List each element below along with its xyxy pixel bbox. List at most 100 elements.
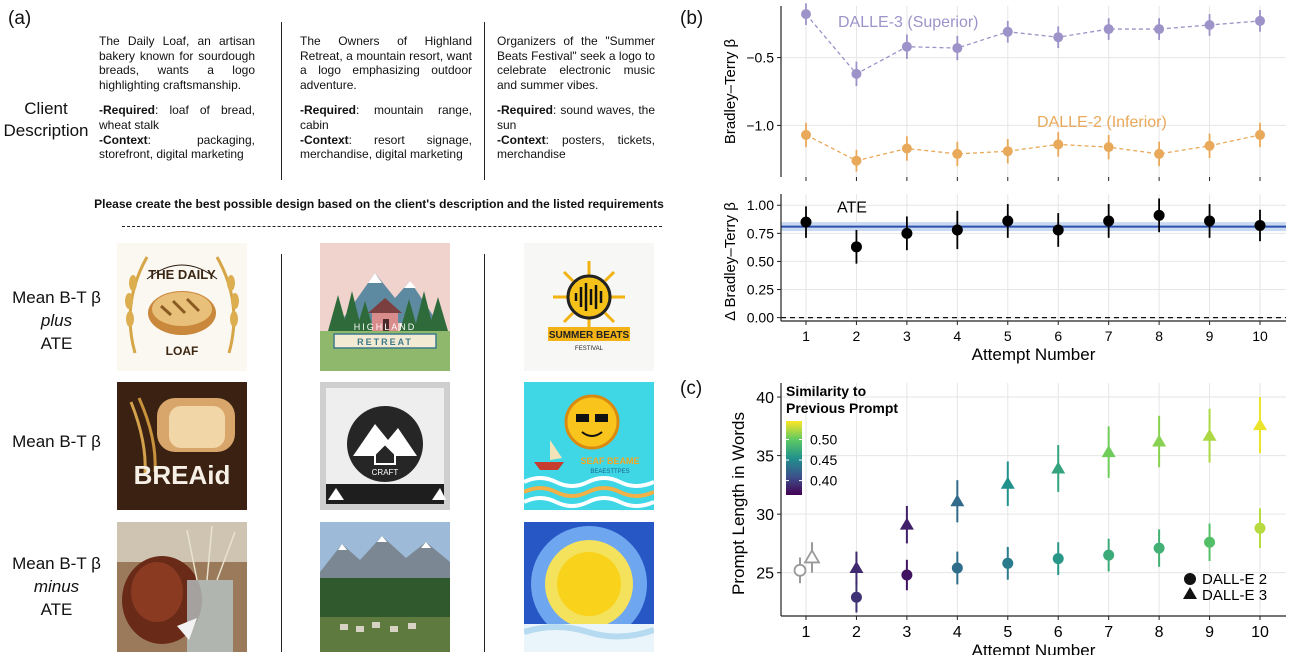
series-line-1: [805, 13, 1261, 75]
client-3-intro: Organizers of the "Summer Beats Festival…: [497, 34, 655, 92]
festival-text: FESTIVAL: [575, 346, 604, 352]
daily-loaf-bottom-text: LOAF: [166, 344, 199, 358]
data-point: [1053, 139, 1064, 150]
logo-highland-retreat: HIGHLAND RETREAT: [320, 243, 450, 371]
delta-bt-chart: 0.00 0.25 0.50 0.75 1.00 1 2 3 4 5 6 7 8 9 10 Attempt N…: [722, 194, 1286, 364]
y-tick-label: 0.75: [747, 225, 774, 241]
row-label-plus: Mean B-T β plus ATE: [12, 288, 101, 353]
panel-c-label: (c): [680, 378, 703, 399]
logo-sun-boat: SEAF BEAME BEAESTTPES: [524, 382, 654, 510]
x-tick-label: 4: [953, 328, 961, 344]
data-point: [952, 148, 963, 159]
y-tick-label: 40: [756, 390, 774, 407]
data-point: [850, 591, 862, 603]
legend-circle-marker: [1184, 573, 1196, 585]
data-point: [1052, 224, 1064, 236]
data-point: [1204, 215, 1216, 227]
logo-summer-beats: SUMMER BEATS FESTIVAL: [524, 243, 654, 371]
image-bright-sun: [524, 522, 654, 652]
data-point: [901, 143, 912, 154]
panel-b-label: (b): [680, 8, 704, 29]
x-tick-label: 7: [1104, 624, 1113, 641]
data-point: [1154, 24, 1165, 35]
data-point: [1202, 428, 1217, 441]
colorbar: [786, 421, 802, 495]
data-point: [1000, 476, 1015, 489]
row-label-mean: Mean B-T β: [12, 432, 101, 451]
data-point: [1254, 522, 1266, 534]
craft-text: CRAFT: [372, 468, 399, 477]
data-point: [1255, 129, 1265, 140]
x-tick-label: 1: [802, 328, 810, 344]
y-tick-label: 1.00: [747, 197, 774, 213]
client-description-label: Client Description: [3, 99, 89, 140]
series-label-dalle3: DALLE-3 (Superior): [838, 14, 979, 31]
daily-loaf-top-text: THE DAILY: [148, 267, 216, 282]
data-point: [1255, 15, 1265, 26]
data-point: [801, 9, 811, 20]
y-axis-label: Prompt Length in Words: [729, 412, 748, 595]
legend-label: DALL-E 2: [1202, 571, 1267, 588]
y-tick-label: −0.5: [746, 50, 774, 66]
data-point: [1052, 553, 1064, 565]
y-tick-label: 25: [756, 566, 774, 583]
y-axis-label: Bradley–Terry β: [722, 38, 739, 144]
data-point: [1051, 461, 1066, 474]
x-tick-label: 10: [1252, 328, 1268, 344]
x-axis-label: Attempt Number: [972, 641, 1096, 655]
data-point: [1103, 24, 1114, 35]
x-tick-label: 7: [1105, 328, 1113, 344]
data-point: [803, 548, 821, 564]
client-2-description: The Owners of Highland Retreat, a mounta…: [300, 34, 472, 162]
data-point: [851, 68, 862, 79]
x-tick-label: 10: [1251, 624, 1269, 641]
data-point: [850, 241, 862, 253]
data-point: [849, 560, 864, 573]
colorbar-tick-label: 0.50: [810, 432, 837, 448]
data-point: [1153, 542, 1165, 554]
colorbar-tick-label: 0.40: [810, 473, 837, 489]
image-mountain-village: [320, 522, 450, 652]
seaf-beame-text: SEAF BEAME: [580, 456, 639, 466]
summer-beats-text: SUMMER BEATS: [549, 330, 630, 341]
data-point: [1152, 434, 1167, 447]
x-tick-label: 6: [1054, 328, 1062, 344]
x-tick-label: 5: [1004, 328, 1012, 344]
x-tick-label: 9: [1205, 624, 1214, 641]
x-tick-label: 3: [903, 328, 911, 344]
x-tick-label: 6: [1054, 624, 1063, 641]
client-1-description: The Daily Loaf, an artisan bakery known …: [99, 34, 255, 162]
data-point: [1154, 148, 1165, 159]
separator: [281, 22, 283, 180]
data-point: [1153, 209, 1165, 221]
x-tick-label: 9: [1206, 328, 1214, 344]
data-point: [901, 227, 913, 239]
y-tick-label: 0.50: [747, 253, 774, 269]
client-3-description: Organizers of the "Summer Beats Festival…: [497, 34, 655, 162]
beastipes-text: BEAESTTPES: [590, 469, 629, 475]
separator: [484, 254, 486, 652]
logo-daily-loaf: THE DAILY LOAF: [117, 243, 247, 371]
breaid-text: BREAid: [134, 460, 231, 490]
x-tick-label: 3: [902, 624, 911, 641]
separator: [484, 22, 486, 180]
data-point: [1204, 140, 1215, 151]
logo-breaid: BREAid: [117, 382, 247, 510]
bt-top-chart: −0.5 −1.0 Bradley–Terry β DALLE-3 (Superior…: [722, 3, 1286, 181]
data-point: [1253, 418, 1267, 431]
data-point: [1101, 445, 1116, 458]
data-point: [1103, 549, 1115, 561]
data-point: [901, 41, 912, 52]
dashed-divider: [122, 226, 662, 227]
data-point: [1002, 26, 1013, 37]
data-point: [1002, 557, 1014, 569]
image-bread-jar: [117, 522, 247, 652]
colorbar-title: Previous Prompt: [786, 400, 898, 416]
y-tick-label: 30: [756, 507, 774, 524]
client-1-intro: The Daily Loaf, an artisan bakery known …: [99, 34, 255, 92]
data-point: [800, 216, 812, 228]
client-2-intro: The Owners of Highland Retreat, a mounta…: [300, 34, 472, 92]
instruction-text: Please create the best possible design b…: [94, 197, 664, 211]
data-point: [950, 494, 965, 507]
data-point: [793, 563, 807, 577]
